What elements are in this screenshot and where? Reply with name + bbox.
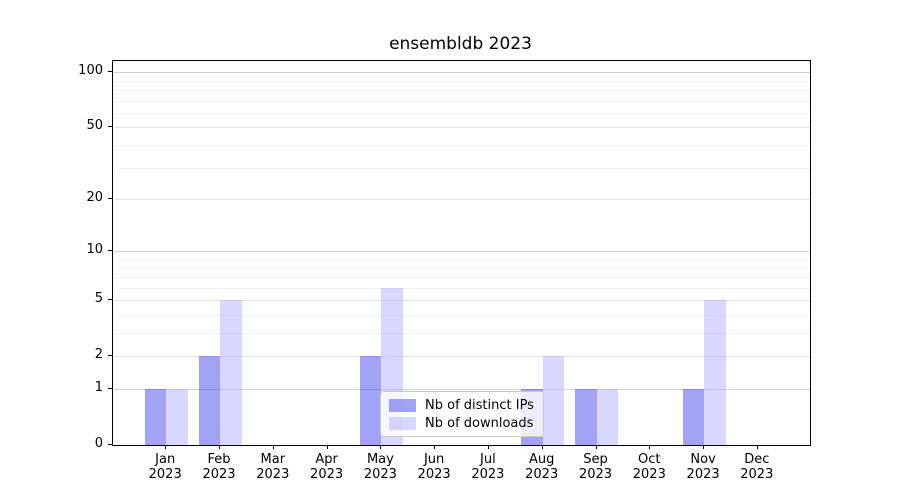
bar-nb-of-downloads-sep xyxy=(596,389,618,445)
gridline-50 xyxy=(113,127,810,129)
x-tick-label-jan: Jan 2023 xyxy=(148,452,182,482)
bar-nb-of-distinct-ips-may xyxy=(359,356,382,445)
x-tick-aug xyxy=(541,445,543,449)
y-tick-1 xyxy=(108,388,112,389)
gridline-minor-80 xyxy=(113,90,810,91)
chart-title: ensembldb 2023 xyxy=(389,34,532,54)
gridline-minor-9 xyxy=(113,259,810,260)
y-tick-label-0: 0 xyxy=(94,436,103,451)
y-tick-label-5: 5 xyxy=(94,291,103,307)
x-tick-label-jun: Jun 2023 xyxy=(417,452,451,482)
x-tick-label-feb: Feb 2023 xyxy=(202,452,236,482)
y-tick-50 xyxy=(108,126,112,128)
y-tick-label-10: 10 xyxy=(86,242,103,258)
bar-nb-of-downloads-nov xyxy=(704,300,726,445)
y-tick-10 xyxy=(108,250,112,252)
y-tick-label-20: 20 xyxy=(86,190,103,206)
gridline-minor-8 xyxy=(113,267,810,269)
y-tick-label-1: 1 xyxy=(94,380,103,395)
legend: Nb of distinct IPs Nb of downloads xyxy=(380,391,544,437)
y-tick-2 xyxy=(108,355,112,357)
x-tick-oct xyxy=(649,445,651,449)
gridline-minor-70 xyxy=(113,100,810,102)
x-tick-jun xyxy=(434,445,436,449)
x-tick-label-nov: Nov 2023 xyxy=(686,452,720,482)
x-tick-dec xyxy=(756,445,758,449)
y-tick-label-50: 50 xyxy=(86,118,103,134)
gridline-minor-30 xyxy=(113,167,810,169)
gridline-20 xyxy=(113,199,810,201)
y-tick-100 xyxy=(108,71,112,73)
bar-nb-of-distinct-ips-feb xyxy=(198,356,220,445)
gridline-minor-3 xyxy=(113,333,810,334)
x-tick-apr xyxy=(326,445,328,449)
plot-area: Nb of distinct IPs Nb of downloads xyxy=(112,60,811,446)
gridline-5 xyxy=(113,300,810,302)
y-tick-0 xyxy=(108,444,112,445)
bar-nb-of-distinct-ips-nov xyxy=(682,389,704,445)
gridline-minor-60 xyxy=(113,112,810,114)
bar-nb-of-distinct-ips-jan xyxy=(144,389,167,445)
x-tick-label-sep: Sep 2023 xyxy=(578,452,613,482)
bar-nb-of-downloads-feb xyxy=(220,300,242,445)
x-tick-mar xyxy=(272,445,274,449)
x-tick-label-oct: Oct 2023 xyxy=(632,452,666,482)
x-tick-may xyxy=(380,445,382,449)
x-tick-sep xyxy=(595,445,597,449)
gridline-10 xyxy=(113,251,810,253)
bar-nb-of-downloads-aug xyxy=(542,356,565,445)
bar-nb-of-downloads-jan xyxy=(166,389,188,445)
x-tick-nov xyxy=(703,445,705,449)
x-tick-jan xyxy=(165,445,167,449)
y-tick-label-100: 100 xyxy=(78,63,103,79)
x-tick-feb xyxy=(219,445,220,449)
gridline-minor-90 xyxy=(113,80,810,82)
y-tick-5 xyxy=(108,299,112,301)
x-tick-jul xyxy=(487,445,489,449)
x-tick-label-jul: Jul 2023 xyxy=(471,452,505,482)
legend-label-distinct-ips: Nb of distinct IPs xyxy=(425,398,534,413)
legend-entry-distinct-ips: Nb of distinct IPs xyxy=(389,397,535,414)
gridline-2 xyxy=(113,356,810,358)
x-tick-label-mar: Mar 2023 xyxy=(256,452,290,482)
gridline-1 xyxy=(113,389,810,390)
y-tick-20 xyxy=(108,198,112,200)
gridline-minor-4 xyxy=(113,315,810,316)
x-tick-label-dec: Dec 2023 xyxy=(740,452,774,482)
legend-swatch-downloads xyxy=(389,417,416,430)
gridline-100 xyxy=(113,72,810,74)
x-tick-label-may: May 2023 xyxy=(363,452,397,482)
legend-label-downloads: Nb of downloads xyxy=(425,416,534,431)
gridline-minor-6 xyxy=(113,287,810,289)
legend-entry-downloads: Nb of downloads xyxy=(389,415,535,432)
x-tick-label-aug: Aug 2023 xyxy=(525,452,559,482)
gridline-minor-40 xyxy=(113,145,810,146)
x-tick-label-apr: Apr 2023 xyxy=(310,452,344,482)
bar-nb-of-distinct-ips-sep xyxy=(575,389,597,445)
gridline-minor-7 xyxy=(113,277,810,278)
legend-swatch-distinct-ips xyxy=(389,399,416,412)
y-tick-label-2: 2 xyxy=(94,347,103,363)
